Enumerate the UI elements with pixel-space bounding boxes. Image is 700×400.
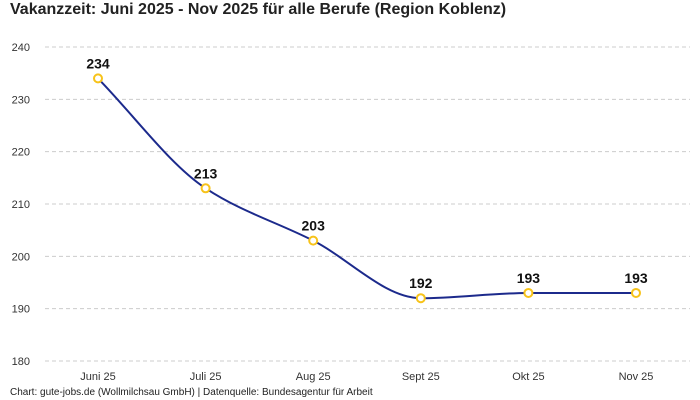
y-tick-label: 230 — [12, 94, 30, 106]
y-tick-label: 220 — [12, 147, 30, 159]
data-label: 193 — [624, 270, 648, 286]
data-point — [523, 287, 534, 298]
data-point — [308, 235, 319, 246]
x-tick-label: Okt 25 — [512, 371, 544, 383]
x-tick-label: Nov 25 — [619, 371, 654, 383]
data-point — [200, 183, 211, 194]
y-tick-label: 200 — [12, 251, 30, 263]
data-point — [93, 73, 103, 84]
data-label: 213 — [194, 165, 218, 181]
y-tick-label: 210 — [12, 199, 30, 211]
data-point — [631, 287, 641, 298]
x-tick-label: Juni 25 — [80, 371, 115, 383]
chart-footer: Chart: gute-jobs.de (Wollmilchsau GmbH) … — [10, 387, 373, 398]
x-tick-label: Sept 25 — [402, 371, 440, 383]
y-tick-label: 190 — [12, 304, 30, 316]
x-tick-label: Juli 25 — [190, 371, 222, 383]
data-label: 192 — [409, 275, 433, 291]
y-tick-label: 240 — [12, 42, 30, 54]
x-tick-label: Aug 25 — [296, 371, 331, 383]
series-line — [97, 77, 636, 300]
data-label: 234 — [86, 55, 110, 71]
data-label: 193 — [517, 270, 541, 286]
data-point — [415, 293, 426, 304]
chart-title: Vakanzzeit: Juni 2025 - Nov 2025 für all… — [10, 1, 507, 18]
y-tick-label: 180 — [12, 356, 30, 368]
data-label: 203 — [302, 218, 326, 234]
